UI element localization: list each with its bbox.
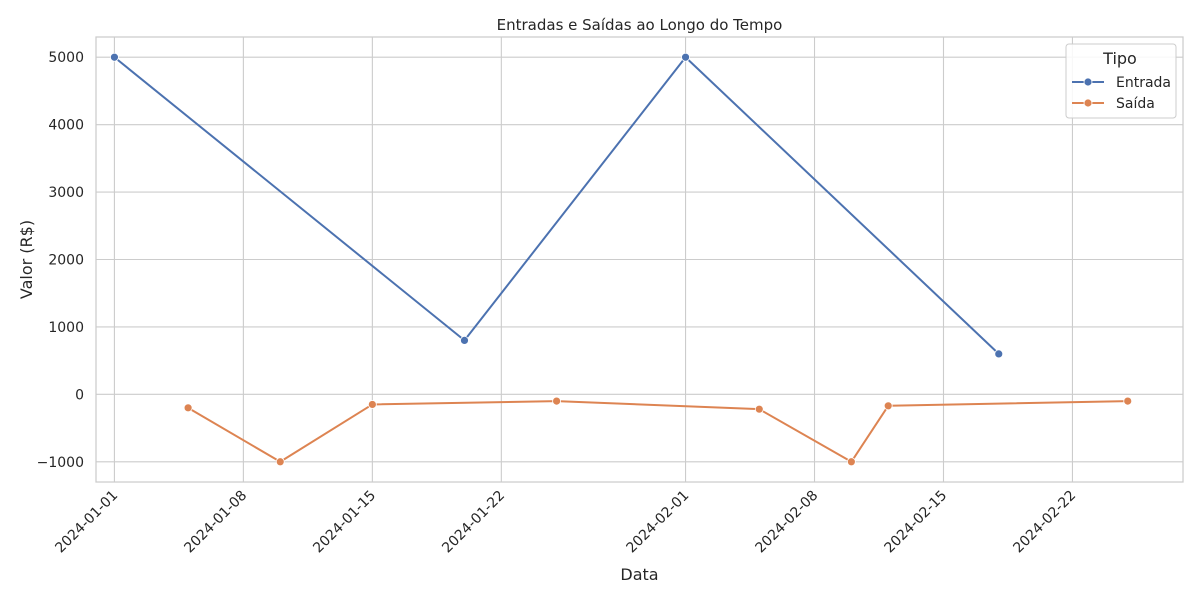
data-point xyxy=(846,457,856,467)
data-point xyxy=(367,400,377,409)
data-point xyxy=(994,349,1004,359)
data-point xyxy=(1123,396,1133,406)
data-point xyxy=(883,401,893,411)
y-tick-label: −1000 xyxy=(37,455,84,471)
legend-items: Entrada Saída xyxy=(1072,75,1171,112)
series-layer xyxy=(110,52,1133,467)
series-0 xyxy=(110,52,1004,359)
chart-title: Entradas e Saídas ao Longo do Tempo xyxy=(497,16,783,34)
legend-title: Tipo xyxy=(1102,49,1137,68)
series-line xyxy=(113,56,1000,355)
data-point xyxy=(552,396,561,406)
legend-label: Saída xyxy=(1116,96,1155,112)
y-tick-label: 5000 xyxy=(48,50,84,66)
legend-box xyxy=(1065,43,1177,119)
y-tick-label: 4000 xyxy=(48,118,84,134)
y-axis-label: Valor (R$) xyxy=(17,220,36,299)
data-point xyxy=(110,52,119,62)
data-point xyxy=(754,404,764,414)
legend-item: Saída xyxy=(1072,96,1155,112)
y-tick-label: 3000 xyxy=(48,185,84,201)
data-point xyxy=(681,52,690,62)
legend-item: Entrada xyxy=(1072,75,1171,91)
legend-label: Entrada xyxy=(1116,75,1171,91)
data-point xyxy=(183,403,193,413)
data-point xyxy=(275,457,285,467)
plot-area-frame xyxy=(95,36,1184,483)
y-tick-label: 0 xyxy=(75,387,84,403)
series-line xyxy=(187,400,1128,463)
legend: Tipo Entrada Saída xyxy=(1065,43,1177,119)
legend-marker xyxy=(1083,77,1093,87)
y-tick-label: 1000 xyxy=(48,320,84,336)
series-1 xyxy=(183,396,1133,467)
data-point xyxy=(460,336,469,345)
x-axis-label: Data xyxy=(620,565,658,584)
y-axis-ticks: 5000 4000 3000 2000 1000 0 −1000 xyxy=(37,50,84,471)
y-tick-label: 2000 xyxy=(48,253,84,269)
grid xyxy=(96,37,1183,482)
legend-marker xyxy=(1083,98,1093,108)
